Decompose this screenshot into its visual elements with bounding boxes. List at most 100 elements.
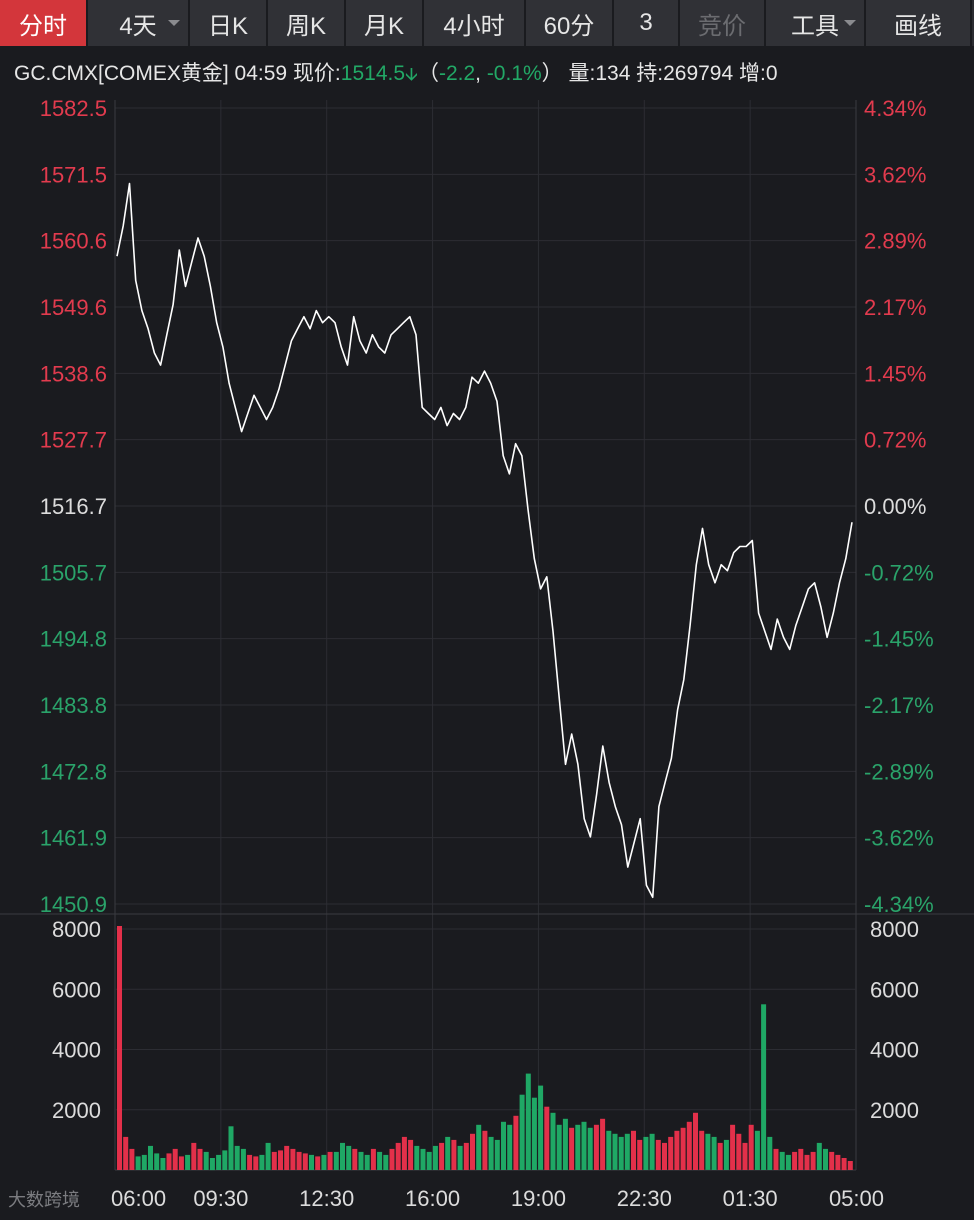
volume-bar [711,1136,717,1170]
tab-2[interactable]: 日K [190,0,268,46]
tab-label: 4天 [119,12,157,40]
volume-bar [148,1145,153,1170]
tab-7[interactable]: 3 [614,0,680,46]
volume-axis-label-left: 2000 [52,1098,101,1123]
volume-bar [501,1121,506,1170]
volume-bar [773,1148,779,1170]
volume-bar [612,1133,618,1170]
volume-bar [538,1085,544,1170]
tab-1[interactable]: 4天 [88,0,190,46]
time-axis-label: 16:00 [405,1186,460,1211]
volume-axis-label-right: 6000 [870,977,919,1002]
volume-bar [271,1151,277,1170]
open-interest-label: 持: [636,62,664,85]
volume-bar [705,1133,711,1170]
volume-bar [154,1153,160,1170]
price-axis-label-left: 1582.5 [40,96,107,121]
current-price: 1514.5 [340,62,406,85]
volume-axis-label-left: 4000 [52,1038,101,1063]
volume-bar [792,1151,798,1170]
pct-axis-label-right: -3.62% [864,826,934,851]
price-axis-label-left: 1549.6 [40,295,107,320]
change-separator: , [475,62,487,85]
volume-bar [395,1142,401,1170]
price-axis-label-left: 1472.8 [40,759,107,784]
volume-bar [668,1136,674,1170]
volume-bar [203,1151,209,1170]
pct-axis-label-right: 1.45% [864,361,926,386]
tab-label: 日K [207,12,248,40]
tab-10[interactable]: 画线 [866,0,972,46]
volume-bar [748,1124,754,1170]
volume-bar [265,1142,271,1170]
volume-bar [290,1148,296,1170]
tab-label: 4小时 [443,12,505,40]
volume-bar [736,1133,742,1170]
volume-bar [519,1094,525,1170]
volume-bar [693,1112,698,1170]
volume-bar [451,1139,457,1170]
volume-bar [624,1133,630,1170]
symbol-name: GC.CMX[COMEX黄金] [14,62,229,85]
tab-3[interactable]: 周K [268,0,346,46]
tab-9[interactable]: 工具 [766,0,866,46]
time-axis-label: 19:00 [511,1186,566,1211]
volume-bar [457,1145,463,1170]
time-axis-label: 22:30 [617,1186,672,1211]
tab-4[interactable]: 月K [346,0,424,46]
oi-increase-value: 0 [765,62,778,85]
volume-bar [135,1156,141,1170]
change-close-paren: ） [541,62,563,85]
tab-label: 竞价 [698,12,746,40]
volume-bar [488,1136,494,1170]
pct-axis-label-right: 2.17% [864,295,926,320]
chevron-down-icon [844,20,856,26]
volume-bar [556,1124,562,1170]
pct-axis-label-right: 0.00% [864,494,926,519]
volume-bar [847,1161,853,1170]
volume-bar [618,1136,624,1170]
volume-bar [166,1153,172,1170]
tab-label: 3 [639,9,653,36]
volume-bar [717,1142,723,1170]
volume-bar [463,1142,469,1170]
volume-bar [432,1145,438,1170]
price-axis-label-left: 1483.8 [40,693,107,718]
volume-bar [723,1139,729,1170]
tab-label: 月K [363,12,404,40]
time-axis-label: 05:00 [829,1186,884,1211]
price-axis-label-left: 1527.7 [40,428,107,453]
volume-bar [587,1127,593,1170]
price-axis-label-left: 1516.7 [40,494,107,519]
volume-bar [754,1130,760,1170]
tab-5[interactable]: 4小时 [424,0,526,46]
volume-bar [674,1130,680,1170]
volume-bar [507,1124,513,1170]
tab-6[interactable]: 60分 [526,0,614,46]
intraday-chart[interactable]: 1582.5 4.34% 1571.5 3.62% 1560.6 2.89% 1549.6 2… [0,92,974,1220]
volume-bar [222,1150,228,1170]
volume-bar [178,1156,184,1170]
price-axis-label-left: 1560.6 [40,229,107,254]
time-axis-label: 09:30 [193,1186,248,1211]
volume-axis-label-left: 8000 [52,917,101,942]
volume-bar [531,1097,537,1170]
volume-axis-label-right: 8000 [870,917,919,942]
volume-axis-label-right: 4000 [870,1038,919,1063]
tab-0[interactable]: 分时 [0,0,88,46]
pct-axis-label-right: 2.89% [864,229,926,254]
volume-bar [340,1142,345,1170]
volume-bar [600,1118,606,1170]
volume-bar [476,1124,482,1170]
volume-bar [470,1133,475,1170]
volume-bar [730,1124,736,1170]
volume-bar [686,1121,692,1170]
tab-label: 工具 [791,12,839,40]
volume-bar [761,1004,767,1170]
volume-bar [141,1154,147,1170]
volume-bar [575,1124,581,1170]
price-axis-label-left: 1450.9 [40,892,107,917]
volume-bar [798,1148,804,1170]
volume-bar [680,1127,686,1170]
volume-bar [662,1142,667,1170]
